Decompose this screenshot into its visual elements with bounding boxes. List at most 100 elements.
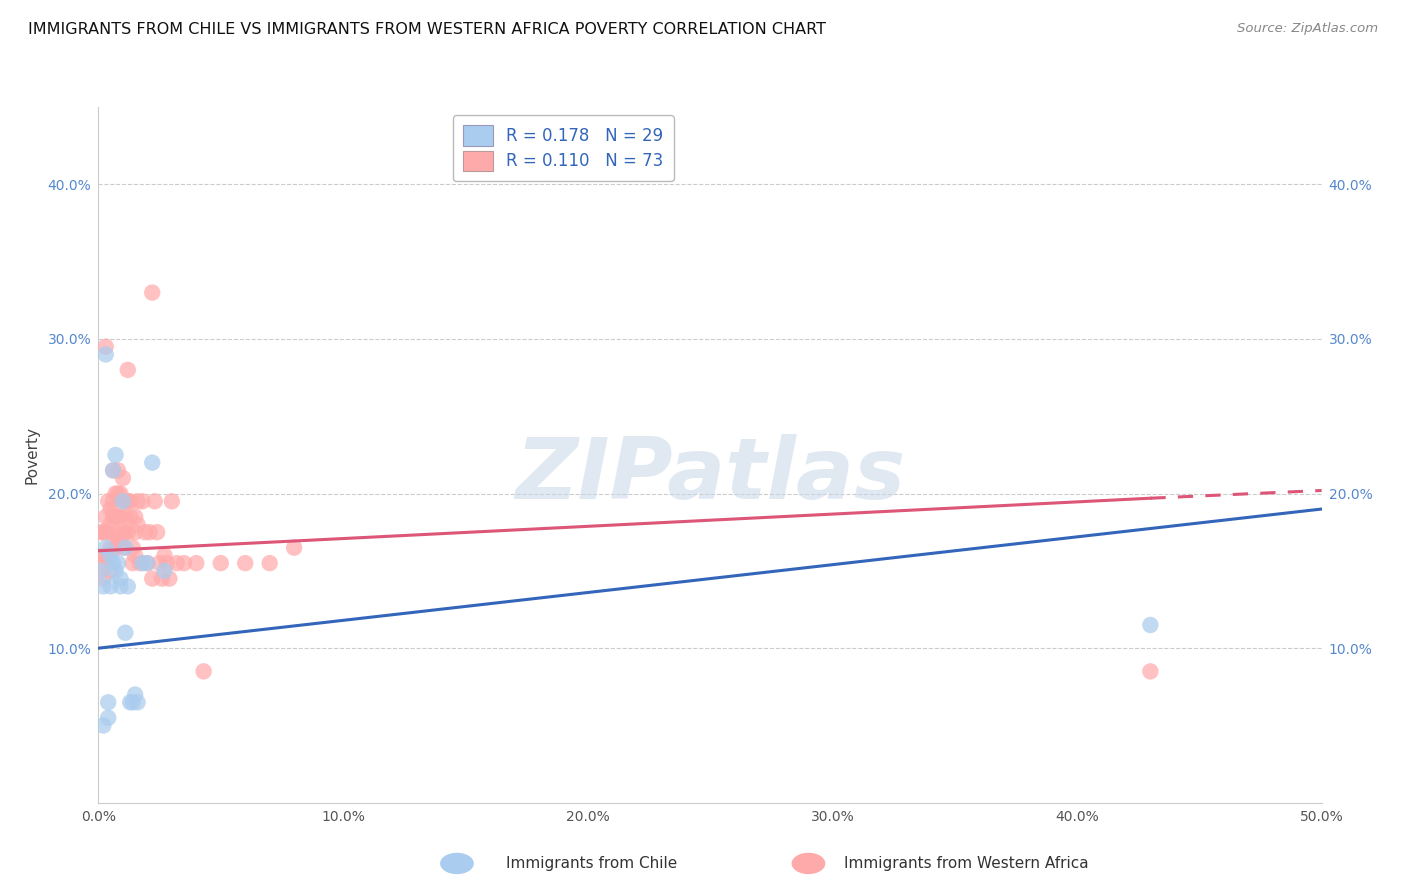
Point [114,625,136,640]
Point [104,448,127,462]
Point [97,695,120,709]
Point [90,525,112,540]
Point [139,525,162,540]
Point [120,509,142,524]
Point [104,486,127,500]
Point [150,572,173,586]
Point [107,533,129,547]
Point [90,564,112,578]
Point [121,695,143,709]
Point [91,525,114,540]
Point [100,502,122,516]
Point [186,556,208,570]
Point [117,525,139,540]
Point [107,486,129,500]
Point [91,572,114,586]
Point [104,525,127,540]
Point [94,541,117,555]
Point [90,556,112,570]
Point [111,525,134,540]
Point [121,556,143,570]
Point [156,556,179,570]
Point [110,572,132,586]
Point [124,549,146,563]
Text: Immigrants from Western Africa: Immigrants from Western Africa [844,856,1088,871]
Point [136,556,159,570]
Text: Immigrants from Chile: Immigrants from Chile [506,856,678,871]
Point [283,541,305,555]
Point [127,695,149,709]
Point [114,525,136,540]
Point [101,463,124,477]
Point [97,711,120,725]
Point [101,494,124,508]
Text: Source: ZipAtlas.com: Source: ZipAtlas.com [1237,22,1378,36]
Point [104,509,127,524]
Point [160,494,183,508]
Point [111,541,134,555]
Point [111,494,134,508]
Point [153,564,176,578]
Point [111,494,134,508]
Point [94,525,117,540]
Point [120,695,142,709]
Text: IMMIGRANTS FROM CHILE VS IMMIGRANTS FROM WESTERN AFRICA POVERTY CORRELATION CHAR: IMMIGRANTS FROM CHILE VS IMMIGRANTS FROM… [28,22,827,37]
Point [91,718,114,732]
Point [100,517,122,532]
Point [141,456,163,470]
Point [100,579,122,593]
Point [100,564,122,578]
Point [94,347,117,361]
Point [100,541,122,555]
Point [136,556,159,570]
Point [94,549,117,563]
Point [101,556,124,570]
Point [110,509,132,524]
Point [107,509,129,524]
Point [91,549,114,563]
Point [117,363,139,377]
Point [107,463,129,477]
Point [143,494,166,508]
Point [127,517,149,532]
Point [146,525,169,540]
Point [193,665,215,679]
Point [101,463,124,477]
Point [110,533,132,547]
Point [233,556,256,570]
Point [104,564,127,578]
Point [97,525,120,540]
Point [166,556,188,570]
Point [1139,618,1161,632]
Point [97,549,120,563]
Point [127,494,149,508]
Point [129,556,152,570]
Point [104,541,127,555]
Point [259,556,281,570]
Point [209,556,232,570]
Point [153,549,176,563]
Point [101,509,124,524]
Point [120,494,142,508]
Legend: R = 0.178   N = 29, R = 0.110   N = 73: R = 0.178 N = 29, R = 0.110 N = 73 [453,115,673,181]
Point [114,541,136,555]
Point [110,579,132,593]
Point [114,509,136,524]
Point [131,556,153,570]
Point [134,525,156,540]
Point [141,285,163,300]
Point [94,340,117,354]
Point [173,556,195,570]
Point [124,509,146,524]
Text: ZIPatlas: ZIPatlas [515,434,905,517]
Point [141,572,163,586]
Point [111,471,134,485]
Point [121,541,143,555]
Y-axis label: Poverty: Poverty [24,425,39,484]
Point [97,494,120,508]
Point [131,494,153,508]
Point [110,486,132,500]
Point [149,556,172,570]
Point [100,549,122,563]
Point [1139,665,1161,679]
